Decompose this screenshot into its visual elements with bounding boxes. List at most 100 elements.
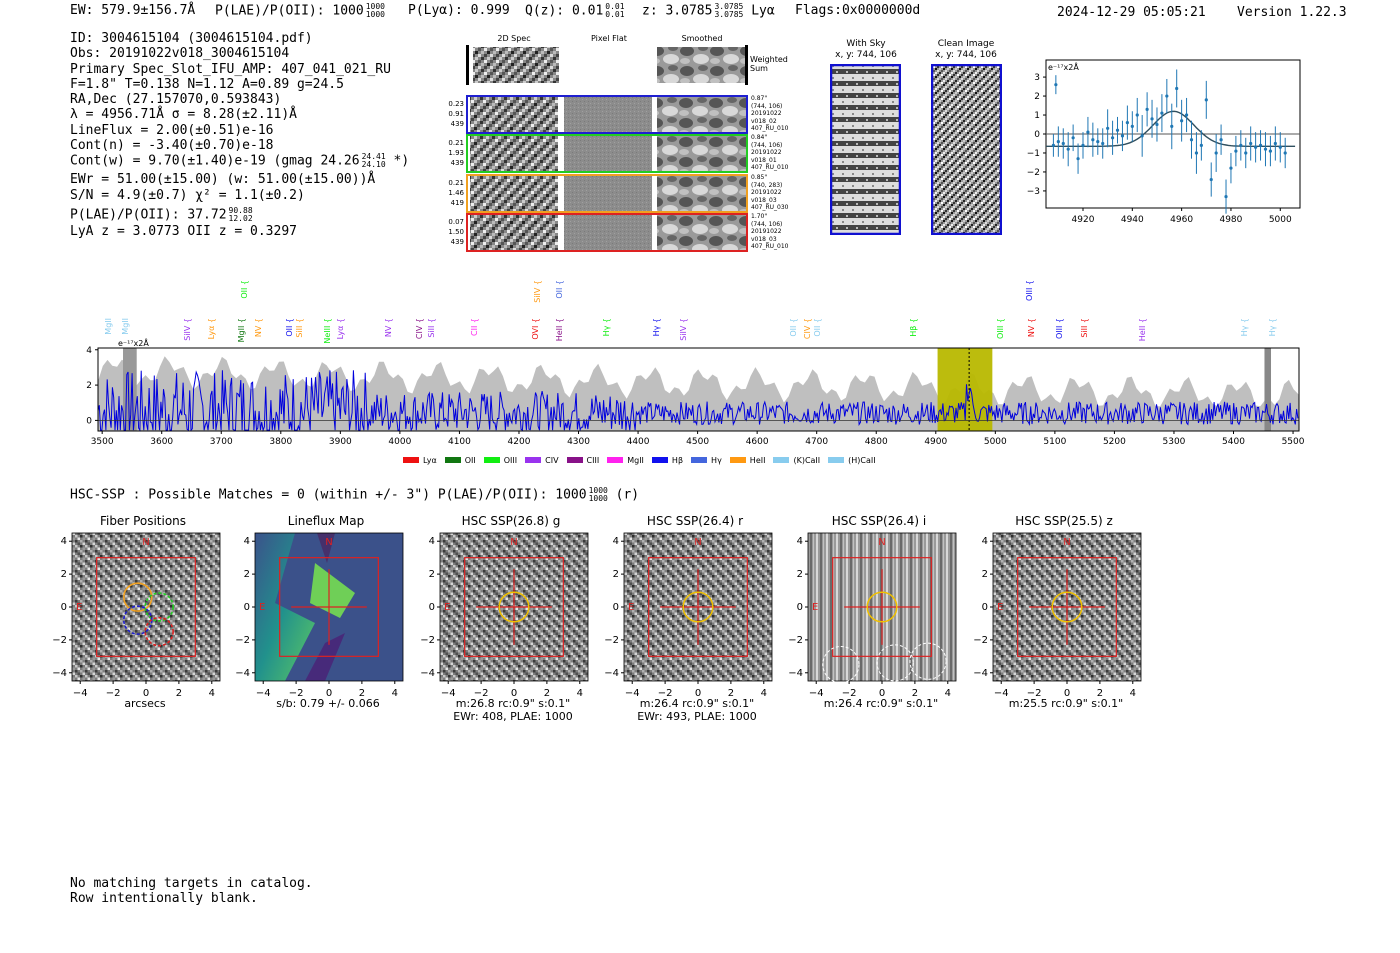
spectrum-xtick-label: 3800 — [269, 437, 292, 447]
info-plae-hi: 90.88 — [228, 205, 253, 215]
hsc-xtick-label: 0 — [695, 688, 701, 699]
fit-ytick-label: −2 — [1027, 168, 1040, 178]
hsc-north-label: N — [1063, 537, 1070, 548]
hsc-xtick-label: 2 — [544, 688, 550, 699]
stack-row-flat — [564, 215, 652, 250]
fit-data-point — [1278, 145, 1282, 149]
hsc-panel-title: Fiber Positions — [99, 514, 187, 528]
stack-row-left-value: 439 — [450, 238, 464, 246]
hsc-ytick-label: 0 — [61, 602, 67, 613]
stack-row-2d — [470, 215, 558, 250]
hsc-catalog-circle — [822, 645, 860, 684]
stack-row-right-value: 407_RU_010 — [751, 243, 789, 251]
fiber-circle — [144, 592, 174, 622]
hsc-xtick-label: −4 — [994, 688, 1009, 699]
hsc-xtick-label: −4 — [441, 688, 456, 699]
header-z-label: z: 3.0785 — [642, 3, 713, 19]
stack-row-smooth — [657, 215, 746, 250]
lineflux-blob — [310, 563, 355, 618]
legend-swatch — [607, 457, 624, 463]
fit-data-point — [1254, 145, 1258, 149]
hsc-ytick-label: 2 — [982, 569, 988, 580]
line-flag: MgII — [104, 318, 113, 335]
legend-swatch — [651, 457, 668, 463]
hsc-panel-title: HSC SSP(26.4) r — [646, 514, 744, 528]
spectrum-xtick-label: 4400 — [627, 437, 650, 447]
with-sky-xy: x, y: 744, 106 — [835, 50, 897, 60]
legend-item: MgII — [607, 456, 644, 465]
stack-row-right-value: 1.70" — [751, 213, 768, 220]
spectrum-xtick-label: 5300 — [1163, 437, 1186, 447]
fit-data-point — [1268, 149, 1273, 153]
hsc-summary-text: HSC-SSP : Possible Matches = 0 (within +… — [70, 487, 587, 503]
fit-data-point — [1244, 151, 1248, 155]
fit-data-point — [1056, 139, 1060, 144]
info-ewr: EWr = 51.00(±15.00) (w: 51.00(±15.00))Å — [70, 172, 376, 188]
info-radec: RA,Dec (27.157070,0.593843) — [70, 92, 282, 108]
hsc-xtick-label: 4 — [577, 688, 583, 699]
header-z-lo: 3.0785 — [714, 10, 744, 19]
hsc-xtick-label: −2 — [289, 688, 304, 699]
hsc-ytick-label: 2 — [244, 569, 250, 580]
fit-ytick-label: 1 — [1034, 111, 1040, 121]
stack-row-2d — [470, 97, 558, 132]
fit-data-point — [1214, 151, 1218, 155]
fit-data-point — [1096, 139, 1100, 144]
fit-data-point — [1091, 138, 1095, 142]
weighted-2d — [473, 47, 559, 83]
stack-row-left-value: 0.21 — [448, 179, 464, 187]
stack-row-image — [470, 215, 746, 250]
hsc-xtick-label: −2 — [658, 688, 673, 699]
stack-row-right-value: 407_RU_010 — [751, 164, 789, 172]
stack-col-2d: 2D Spec — [497, 34, 531, 43]
fit-data-point — [1209, 177, 1213, 182]
fit-data-point — [1184, 113, 1189, 117]
stack-row-0 — [466, 95, 748, 134]
fit-data-point — [1066, 147, 1070, 151]
hsc-ytick-label: −4 — [604, 668, 619, 679]
hsc-panel-0: N E 4 2 0 −2 −4 −4 −2 0 2 4 — [52, 532, 221, 699]
stack-col-smooth: Smoothed — [681, 34, 723, 43]
hsc-panel-1: N E 4 2 0 −2 −4 −4 −2 0 2 4 — [235, 532, 404, 699]
hsc-catalog-circle — [876, 644, 914, 682]
hsc-panel-3: N E 4 2 0 −2 −4 −4 −2 0 2 4 — [604, 532, 773, 699]
fit-data-point — [1130, 124, 1134, 129]
legend-item: Hγ — [691, 456, 722, 465]
fit-data-point — [1150, 117, 1154, 121]
stack-row-right-value: (744, 106) — [751, 102, 783, 110]
hsc-aperture-circle — [682, 591, 714, 623]
stack-row-right-value: v018_02 — [751, 117, 777, 125]
hsc-xtick-label: 0 — [326, 688, 332, 699]
hsc-panel-caption: s/b: 0.79 +/- 0.066 — [276, 697, 380, 710]
hsc-xtick-label: 2 — [176, 688, 182, 699]
legend-item: OII — [444, 456, 476, 465]
header-z-hi: 3.0785 — [714, 2, 744, 11]
header-plae: P(LAE)/P(OII): 1000 1000 1000 — [215, 3, 385, 19]
hsc-xtick-label: 4 — [209, 688, 215, 699]
fit-xtick-label: 4940 — [1121, 215, 1144, 225]
hsc-panel-caption: m:26.8 rc:0.9" s:0.1" — [455, 697, 571, 710]
legend-label: (H)CaII — [848, 455, 876, 465]
spectrum-xtick-label: 4100 — [448, 437, 471, 447]
info-plae-frac: 90.88 12.02 — [228, 205, 253, 223]
hsc-summary-frac: 1000 1000 — [589, 487, 608, 503]
stack-row-left-value: 439 — [450, 159, 464, 167]
fit-data-point — [1160, 111, 1164, 115]
hsc-xtick-label: 2 — [912, 688, 918, 699]
stack-row-right-value: 0.85" — [751, 174, 768, 181]
fit-ytick-label: 2 — [1034, 92, 1040, 102]
header-plae-hi: 1000 — [365, 2, 385, 11]
spectrum-xtick-label: 3900 — [329, 437, 352, 447]
stack-row-1 — [466, 134, 748, 173]
hsc-ytick-label: −2 — [788, 635, 803, 646]
fit-data-point — [1249, 141, 1253, 146]
hsc-xtick-label: 0 — [1064, 688, 1070, 699]
hsc-ytick-label: −2 — [420, 635, 435, 646]
line-flag: OIII { — [1025, 280, 1034, 302]
spectrum-xtick-label: 4600 — [746, 437, 769, 447]
stack-row-left-value: 0.23 — [448, 100, 464, 108]
fit-ytick-label: −3 — [1027, 187, 1040, 197]
info-contw-frac: 24.41 24.10 — [362, 153, 386, 169]
footer-line2: Row intentionally blank. — [70, 891, 258, 906]
header-qz-lo: 0.01 — [605, 10, 625, 19]
